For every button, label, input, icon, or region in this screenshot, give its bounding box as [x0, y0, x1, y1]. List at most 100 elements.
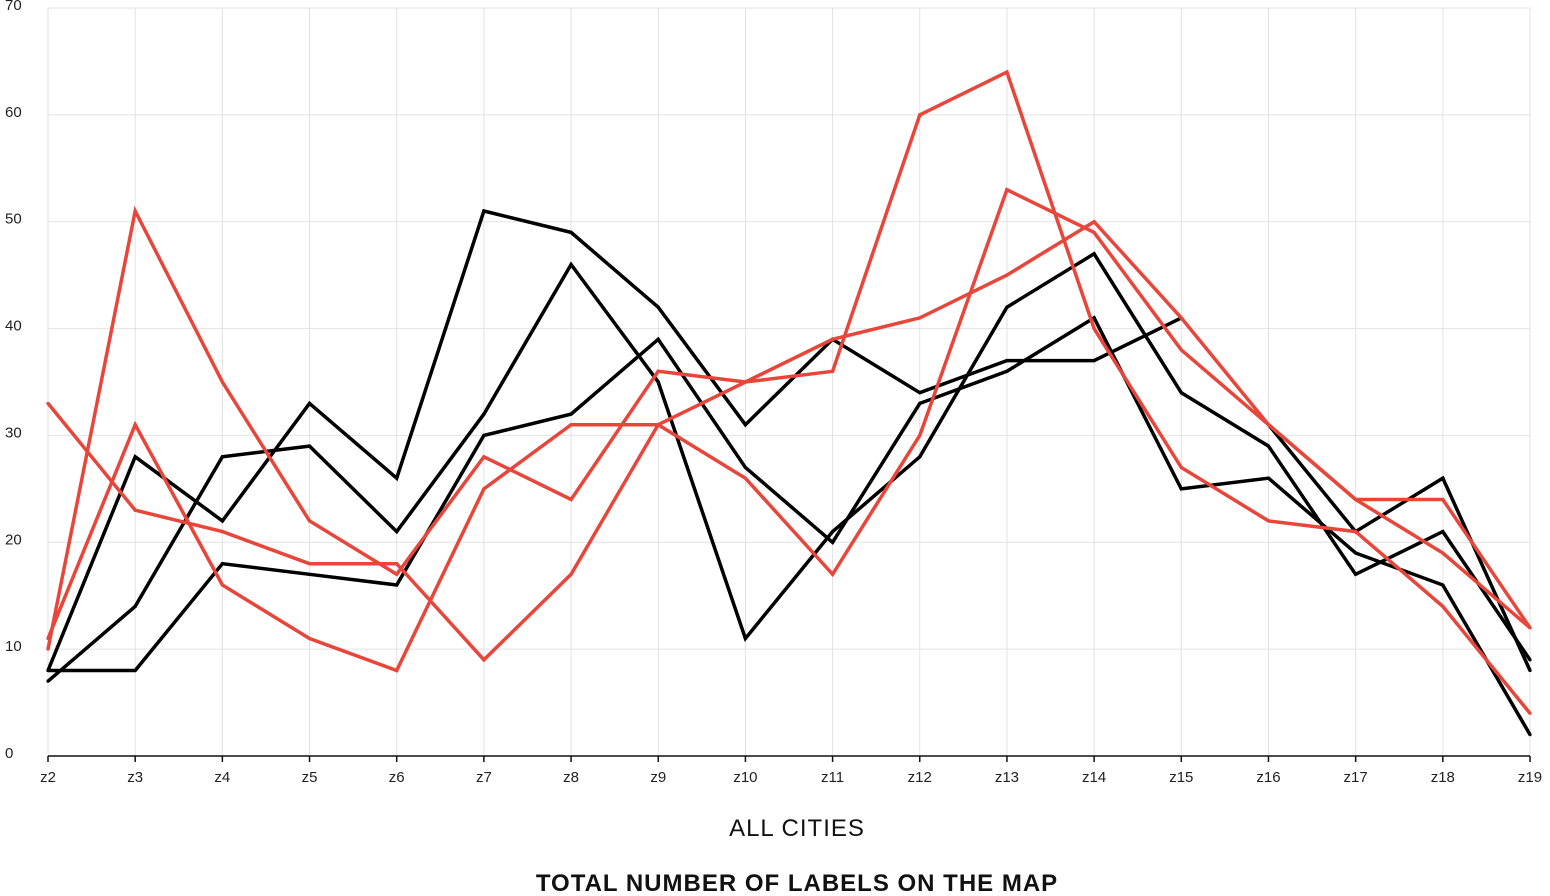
series-7-point [482, 487, 486, 491]
series-2-point [918, 455, 922, 459]
series-5-point [1005, 273, 1009, 277]
series-7-point [1179, 348, 1183, 352]
series-7-point [1354, 497, 1358, 502]
series-3-point [133, 668, 137, 673]
x-tick-label: z16 [1256, 769, 1280, 786]
series-2-point [569, 262, 573, 267]
series-6-point [918, 113, 922, 117]
x-tick-label: z2 [40, 769, 56, 786]
series-5-point [307, 562, 312, 566]
chart-title: TOTAL NUMBER OF LABELS ON THE MAP [536, 870, 1058, 896]
series-6-point [830, 369, 835, 373]
series-6-point [395, 572, 399, 576]
series-6-point [220, 380, 224, 384]
x-tick-label: z5 [302, 769, 318, 786]
series-1-point [395, 476, 399, 480]
series-line-2 [46, 251, 1532, 683]
series-1-point [482, 209, 486, 213]
series-7-point [307, 636, 312, 641]
series-lines [46, 69, 1532, 737]
x-tick-label: z17 [1344, 769, 1368, 786]
series-5-point [1441, 497, 1445, 502]
series-5-point [918, 316, 922, 320]
series-1-point [918, 391, 922, 395]
grid-lines [47, 7, 1531, 757]
y-axis-ticks: 0 10 20 30 40 50 60 70 [5, 0, 22, 762]
series-6-point [1528, 711, 1532, 715]
x-tick-label: z11 [821, 769, 844, 786]
series-2-point [1179, 391, 1183, 395]
series-5-point [569, 572, 573, 576]
series-3-point [918, 401, 922, 405]
series-7-point [133, 423, 137, 427]
series-3-point [743, 465, 748, 470]
y-tick-label: 20 [5, 531, 22, 548]
series-1-point [743, 423, 748, 427]
series-2-point [395, 530, 399, 534]
series-3-point [830, 540, 835, 544]
y-tick-label: 0 [5, 745, 13, 762]
series-2-point [1441, 530, 1445, 534]
series-6-point [1092, 326, 1096, 331]
series-1-point [1092, 359, 1096, 363]
series-4-point [1528, 668, 1532, 673]
y-tick-label: 30 [5, 424, 22, 441]
series-line-5 [46, 219, 1532, 663]
series-6-point [743, 380, 748, 384]
series-2-point [656, 380, 660, 384]
x-axis-ticks: z2 z3 z4 z5 z6 z7 z8 z9 z10 z11 z12 z13 z14 z15 z16 z17… [40, 756, 1542, 786]
series-3-point [220, 562, 224, 566]
series-line-3 [48, 315, 1532, 736]
x-tick-label: z12 [908, 769, 932, 786]
series-7-point [1005, 188, 1009, 192]
series-2-point [1528, 658, 1532, 662]
series-6-point [1266, 519, 1271, 523]
y-tick-label: 10 [5, 638, 22, 655]
series-5-point [1179, 316, 1183, 320]
series-2-point [743, 636, 748, 641]
series-6-point [569, 497, 573, 502]
series-7-point [1092, 230, 1096, 234]
series-1-point [656, 305, 660, 309]
series-3-point [1441, 583, 1445, 587]
series-5-point [133, 508, 137, 512]
series-1-point [133, 455, 137, 459]
series-7-point [569, 423, 573, 427]
series-6-point [1441, 604, 1445, 609]
series-6-point [482, 455, 486, 459]
series-7-point [395, 668, 399, 673]
series-line-4 [1267, 423, 1532, 672]
series-3-point [1092, 316, 1096, 320]
x-tick-label: z4 [214, 769, 230, 786]
series-5-point [1092, 220, 1096, 224]
series-7-point [656, 423, 660, 427]
series-1-point [569, 230, 573, 234]
series-2-point [1354, 572, 1358, 576]
series-2-point [830, 530, 835, 534]
series-6-point [307, 519, 312, 523]
x-tick-label: z6 [389, 769, 405, 786]
series-2-point [1266, 444, 1271, 448]
series-1-point [1005, 359, 1009, 363]
series-2-point [1005, 305, 1009, 309]
series-1-point [220, 519, 224, 523]
x-axis-label: ALL CITIES [729, 815, 865, 842]
x-tick-label: z19 [1518, 769, 1542, 786]
y-tick-label: 70 [5, 0, 22, 14]
series-2-point [1092, 252, 1096, 256]
series-7-point [1528, 626, 1532, 630]
series-3-point [395, 583, 399, 587]
series-6-point [1179, 465, 1183, 470]
series-line-7 [46, 187, 1532, 673]
series-3-point [1528, 733, 1532, 737]
x-tick-label: z15 [1169, 769, 1193, 786]
x-tick-label: z18 [1431, 769, 1455, 786]
series-2-point [133, 604, 137, 609]
series-6-point [133, 209, 137, 213]
series-line-1 [46, 208, 1183, 672]
series-3-point [569, 412, 573, 416]
series-2-point [220, 455, 224, 459]
x-tick-label: z7 [476, 769, 492, 786]
series-line-6 [46, 69, 1532, 715]
